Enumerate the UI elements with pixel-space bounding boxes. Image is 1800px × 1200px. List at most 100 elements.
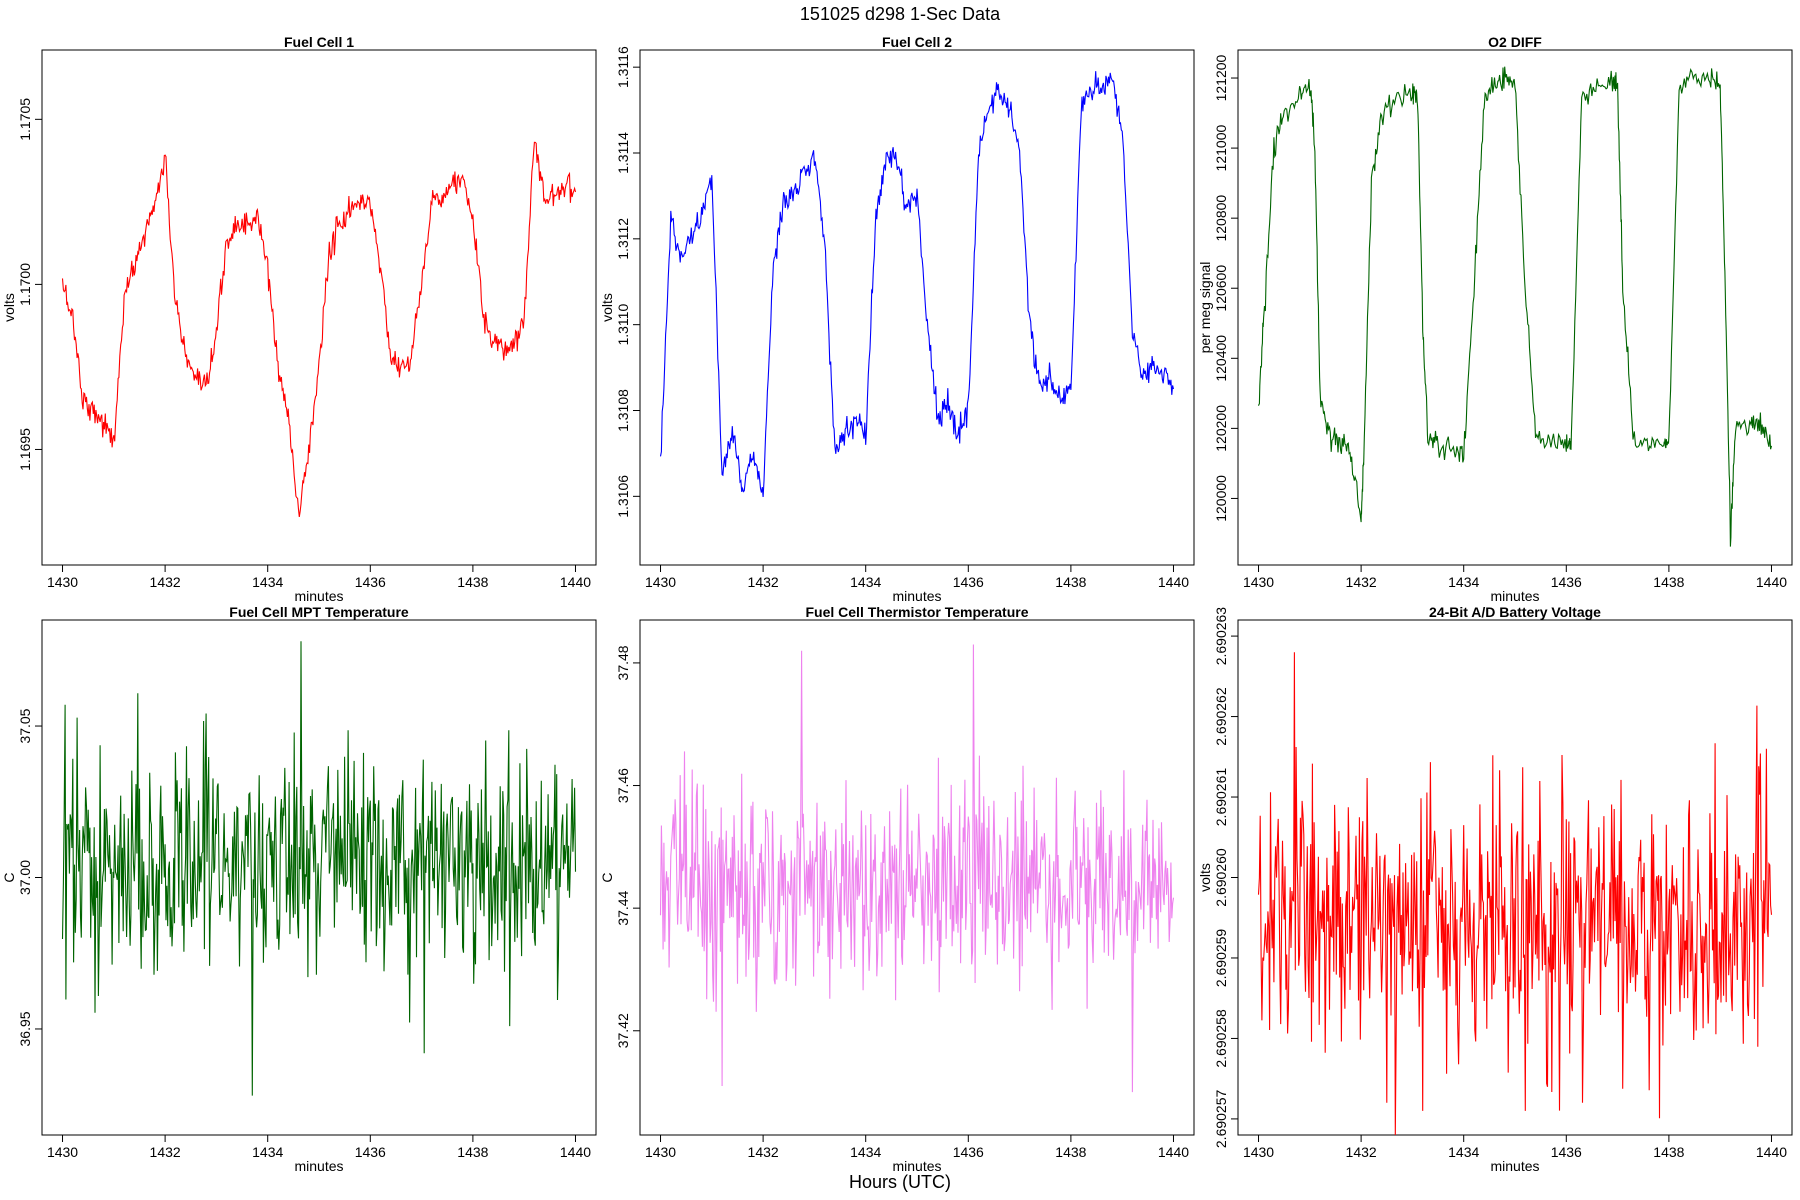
panel-title: Fuel Cell 2 xyxy=(882,34,952,50)
x-tick-label: 1432 xyxy=(748,574,779,590)
y-tick-label: 37.05 xyxy=(17,708,33,743)
y-tick-label: 36.95 xyxy=(17,1011,33,1046)
panel-fc1: Fuel Cell 1 1430 1432 1434 1436 1438 1440 minut… xyxy=(1,34,597,604)
y-tick-label: 120600 xyxy=(1213,265,1229,312)
y-tick-label: 121200 xyxy=(1213,54,1229,101)
series-line-fc1 xyxy=(61,141,577,517)
panel-title: Fuel Cell 1 xyxy=(284,34,354,50)
panel-mpt: Fuel Cell MPT Temperature 1430 1432 1434 143… xyxy=(1,604,597,1174)
x-tick-label: 1432 xyxy=(1346,1144,1377,1160)
x-tick-label: 1434 xyxy=(850,1144,881,1160)
y-tick-label: 2.690258 xyxy=(1213,1009,1229,1068)
series-line-o2 xyxy=(1257,66,1773,547)
y-axis-label: per meg signal xyxy=(1197,262,1213,354)
series-line-mpt xyxy=(61,641,577,1096)
x-tick-label: 1430 xyxy=(1243,574,1274,590)
plot-frame xyxy=(1237,49,1793,566)
y-axis-label: C xyxy=(599,872,615,882)
x-axis-label: minutes xyxy=(294,1158,343,1174)
panel-title: 24-Bit A/D Battery Voltage xyxy=(1429,604,1601,620)
y-tick-label: 120000 xyxy=(1213,475,1229,522)
x-tick-label: 1434 xyxy=(252,574,283,590)
x-tick-label: 1434 xyxy=(252,1144,283,1160)
panels-container: Fuel Cell 1 1430 1432 1434 1436 1438 1440 minut… xyxy=(1,34,1793,1174)
panel-thermistor: Fuel Cell Thermistor Temperature 1430 1432… xyxy=(599,604,1195,1174)
y-tick-label: 2.690262 xyxy=(1213,687,1229,746)
y-tick-label: 37.42 xyxy=(615,1013,631,1048)
x-tick-label: 1434 xyxy=(850,574,881,590)
x-tick-label: 1438 xyxy=(1055,1144,1086,1160)
y-tick-label: 1.1700 xyxy=(17,263,33,306)
plot-frame xyxy=(639,619,1195,1136)
x-axis-label: minutes xyxy=(892,1158,941,1174)
y-axis-label: volts xyxy=(1,293,17,322)
y-tick-label: 37.46 xyxy=(615,768,631,803)
x-tick-label: 1440 xyxy=(1158,574,1189,590)
y-tick-label: 2.690259 xyxy=(1213,929,1229,988)
x-tick-label: 1436 xyxy=(1551,1144,1582,1160)
y-tick-label: 120200 xyxy=(1213,405,1229,452)
x-tick-label: 1438 xyxy=(1055,574,1086,590)
x-tick-label: 1430 xyxy=(645,574,676,590)
plot-frame xyxy=(41,49,597,566)
x-tick-label: 1436 xyxy=(953,1144,984,1160)
y-tick-label: 1.3116 xyxy=(615,46,631,88)
series-line-thermistor xyxy=(659,644,1175,1093)
x-tick-label: 1430 xyxy=(645,1144,676,1160)
x-axis-label: minutes xyxy=(892,588,941,604)
y-tick-label: 1.3106 xyxy=(615,475,631,518)
x-tick-label: 1436 xyxy=(953,574,984,590)
x-axis-label: minutes xyxy=(1490,588,1539,604)
panel-title: Fuel Cell Thermistor Temperature xyxy=(805,604,1028,620)
y-tick-label: 1.1705 xyxy=(17,98,33,141)
y-tick-label: 2.690263 xyxy=(1213,607,1229,666)
x-tick-label: 1430 xyxy=(1243,1144,1274,1160)
y-tick-label: 1.3108 xyxy=(615,389,631,432)
y-tick-label: 1.3110 xyxy=(615,304,631,346)
x-tick-label: 1438 xyxy=(457,574,488,590)
y-tick-label: 120400 xyxy=(1213,335,1229,382)
x-tick-label: 1440 xyxy=(560,1144,591,1160)
y-tick-label: 1.3114 xyxy=(615,132,631,174)
y-tick-label: 37.44 xyxy=(615,890,631,925)
panel-fc2: Fuel Cell 2 1430 1432 1434 1436 1438 1440 minut… xyxy=(599,34,1195,604)
x-axis-label: minutes xyxy=(1490,1158,1539,1174)
y-tick-label: 1.1695 xyxy=(17,428,33,471)
x-tick-label: 1434 xyxy=(1448,574,1479,590)
y-axis-label: C xyxy=(1,872,17,882)
plot-frame xyxy=(1237,619,1793,1136)
x-tick-label: 1432 xyxy=(1346,574,1377,590)
panel-title: Fuel Cell MPT Temperature xyxy=(229,604,409,620)
y-tick-label: 1.3112 xyxy=(615,218,631,260)
x-tick-label: 1436 xyxy=(355,1144,386,1160)
y-tick-label: 37.00 xyxy=(17,860,33,895)
series-line-fc2 xyxy=(659,71,1175,498)
x-tick-label: 1436 xyxy=(1551,574,1582,590)
y-axis-label: volts xyxy=(599,293,615,322)
x-tick-label: 1440 xyxy=(1756,574,1787,590)
y-tick-label: 120800 xyxy=(1213,195,1229,242)
figure-title: 151025 d298 1-Sec Data xyxy=(800,4,1001,24)
y-tick-label: 2.690257 xyxy=(1213,1090,1229,1149)
x-tick-label: 1438 xyxy=(1653,1144,1684,1160)
x-tick-label: 1438 xyxy=(1653,574,1684,590)
y-tick-label: 2.690260 xyxy=(1213,848,1229,907)
figure-outer-xlabel: Hours (UTC) xyxy=(849,1172,951,1192)
x-tick-label: 1430 xyxy=(47,1144,78,1160)
y-tick-label: 37.48 xyxy=(615,645,631,680)
y-axis-label: volts xyxy=(1197,863,1213,892)
series-line-battery xyxy=(1257,652,1773,1136)
x-tick-label: 1440 xyxy=(560,574,591,590)
x-tick-label: 1440 xyxy=(1158,1144,1189,1160)
x-tick-label: 1436 xyxy=(355,574,386,590)
x-tick-label: 1430 xyxy=(47,574,78,590)
panel-o2: O2 DIFF 1430 1432 1434 1436 1438 1440 minutes 12… xyxy=(1197,34,1793,604)
y-tick-label: 121000 xyxy=(1213,125,1229,172)
panel-battery: 24-Bit A/D Battery Voltage 1430 1432 1434 14… xyxy=(1197,604,1793,1174)
x-tick-label: 1432 xyxy=(748,1144,779,1160)
x-tick-label: 1434 xyxy=(1448,1144,1479,1160)
x-tick-label: 1438 xyxy=(457,1144,488,1160)
y-tick-label: 2.690261 xyxy=(1213,768,1229,827)
x-axis-label: minutes xyxy=(294,588,343,604)
